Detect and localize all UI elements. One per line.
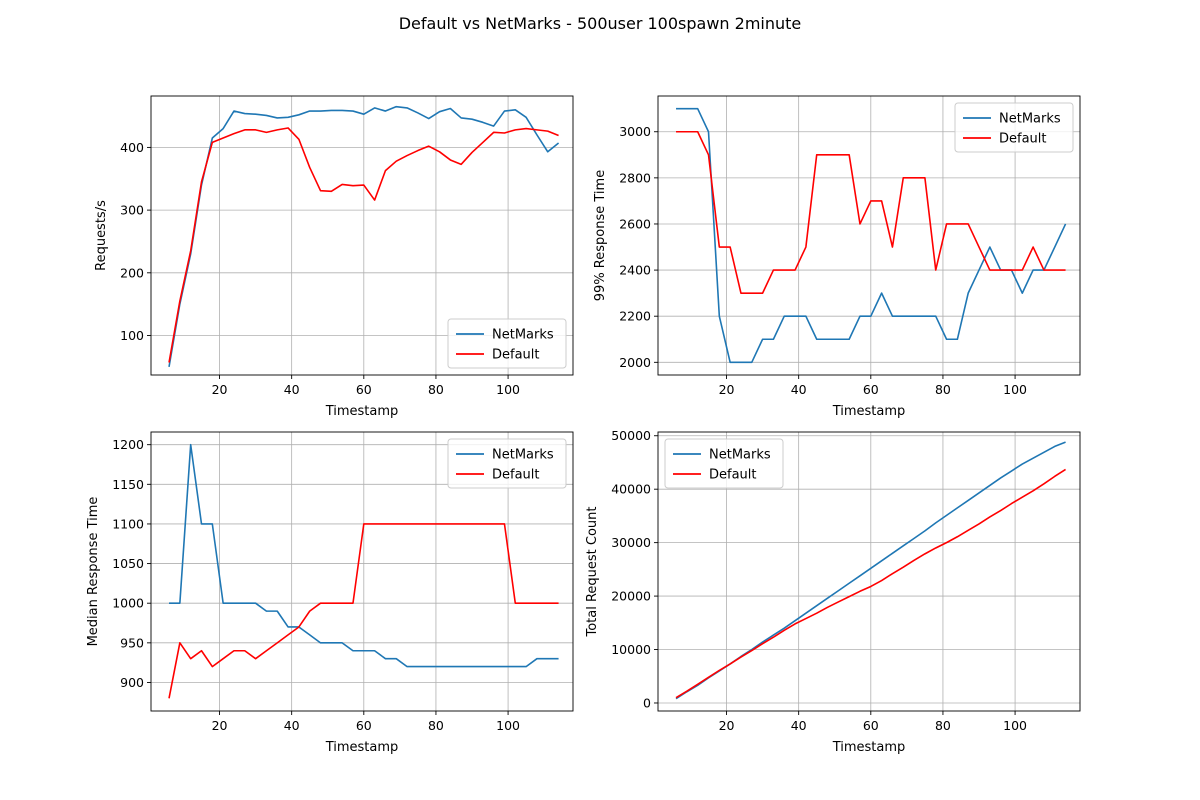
series-line-default xyxy=(168,127,559,363)
y-tick-label: 300 xyxy=(120,203,144,218)
legend-box xyxy=(447,438,567,489)
y-axis-label: 99% Response Time xyxy=(593,170,608,301)
p99-response-time-chart: 20 40 60 80 100 2000 2200 2400 2600 2800 3000 Times… xyxy=(593,95,1081,419)
y-tick-label: 2400 xyxy=(619,263,651,278)
x-tick-label: 20 xyxy=(719,382,735,397)
x-tick-label: 100 xyxy=(1003,382,1027,397)
requests-per-second-chart: 20 40 60 80 100 100 200 300 400 Timestamp Requests… xyxy=(94,95,574,419)
legend-label-netmarks: NetMarks xyxy=(709,448,771,463)
y-tick-label: 1050 xyxy=(112,556,144,571)
y-tick-label: 40000 xyxy=(611,482,651,497)
legend-label-netmarks: NetMarks xyxy=(492,328,554,343)
x-axis-label: Timestamp xyxy=(832,404,906,419)
requests-per-second-legend: NetMarks Default xyxy=(447,318,567,369)
x-tick-label: 60 xyxy=(356,718,372,733)
requests-per-second-axes-frame xyxy=(150,95,574,376)
figure-title: Default vs NetMarks - 500user 100spawn 2… xyxy=(399,14,802,33)
median-response-time-chart: 20 40 60 80 100 900 950 1000 1050 1100 1150 1200 Tim… xyxy=(86,431,574,755)
x-tick-label: 40 xyxy=(791,718,807,733)
y-tick-label: 2200 xyxy=(619,309,651,324)
x-tick-label: 100 xyxy=(496,718,520,733)
x-tick-label: 40 xyxy=(284,382,300,397)
total-request-count-grid xyxy=(658,432,1080,711)
y-tick-label: 30000 xyxy=(611,535,651,550)
y-tick-label: 400 xyxy=(120,140,144,155)
y-tick-label: 3000 xyxy=(619,124,651,139)
x-tick-label: 40 xyxy=(791,382,807,397)
legend-box xyxy=(664,438,784,489)
legend-label-default: Default xyxy=(492,468,540,483)
x-tick-label: 20 xyxy=(212,718,228,733)
x-tick-label: 80 xyxy=(428,382,444,397)
y-axis-label: Total Request Count xyxy=(585,506,600,637)
legend-label-default: Default xyxy=(709,468,757,483)
y-tick-label: 10000 xyxy=(611,642,651,657)
series-line-netmarks xyxy=(169,443,559,668)
total-request-count-chart: 20 40 60 80 100 0 10000 20000 30000 40000 50000 Tim… xyxy=(585,428,1081,755)
y-axis-label: Median Response Time xyxy=(86,497,101,647)
total-request-count-axes-frame xyxy=(657,431,1081,712)
x-axis-label: Timestamp xyxy=(325,740,399,755)
y-tick-label: 1000 xyxy=(112,596,144,611)
y-tick-label: 950 xyxy=(120,635,144,650)
x-tick-label: 60 xyxy=(863,718,879,733)
median-response-time-axes-frame xyxy=(150,431,574,712)
median-response-time-grid xyxy=(151,432,573,711)
x-tick-label: 60 xyxy=(356,382,372,397)
x-tick-label: 20 xyxy=(719,718,735,733)
x-tick-label: 80 xyxy=(935,718,951,733)
y-axis-label: Requests/s xyxy=(94,200,109,271)
y-tick-label: 200 xyxy=(120,265,144,280)
legend-label-default: Default xyxy=(492,348,540,363)
x-tick-label: 60 xyxy=(863,382,879,397)
x-tick-label: 80 xyxy=(935,382,951,397)
y-tick-label: 1100 xyxy=(112,516,144,531)
y-tick-label: 1200 xyxy=(112,437,144,452)
y-tick-label: 100 xyxy=(120,328,144,343)
x-tick-label: 40 xyxy=(284,718,300,733)
y-tick-label: 20000 xyxy=(611,589,651,604)
y-tick-label: 2000 xyxy=(619,355,651,370)
y-tick-label: 1150 xyxy=(112,477,144,492)
x-tick-label: 80 xyxy=(428,718,444,733)
p99-response-time-axes-frame xyxy=(657,95,1081,376)
legend-label-default: Default xyxy=(999,132,1047,147)
x-tick-label: 20 xyxy=(212,382,228,397)
x-tick-label: 100 xyxy=(1003,718,1027,733)
x-axis-label: Timestamp xyxy=(832,740,906,755)
legend-box xyxy=(447,318,567,369)
legend-box xyxy=(954,102,1074,153)
y-tick-label: 2600 xyxy=(619,216,651,231)
chart-panels: 20 40 60 80 100100200300400TimestampRequests… xyxy=(86,95,1081,755)
requests-per-second-grid xyxy=(151,96,573,375)
x-axis-label: Timestamp xyxy=(325,404,399,419)
series-line-default xyxy=(168,523,559,699)
series-line-default xyxy=(676,130,1066,294)
p99-response-time-legend: NetMarks Default xyxy=(954,102,1074,153)
x-tick-label: 100 xyxy=(496,382,520,397)
median-response-time-legend: NetMarks Default xyxy=(447,438,567,489)
y-tick-label: 0 xyxy=(643,695,651,710)
legend-label-netmarks: NetMarks xyxy=(492,448,554,463)
y-tick-label: 900 xyxy=(120,675,144,690)
y-tick-label: 2800 xyxy=(619,170,651,185)
series-line-netmarks xyxy=(168,105,560,367)
series-line-default xyxy=(675,468,1067,699)
y-tick-label: 50000 xyxy=(611,428,651,443)
total-request-count-legend: NetMarks Default xyxy=(664,438,784,489)
legend-label-netmarks: NetMarks xyxy=(999,112,1061,127)
